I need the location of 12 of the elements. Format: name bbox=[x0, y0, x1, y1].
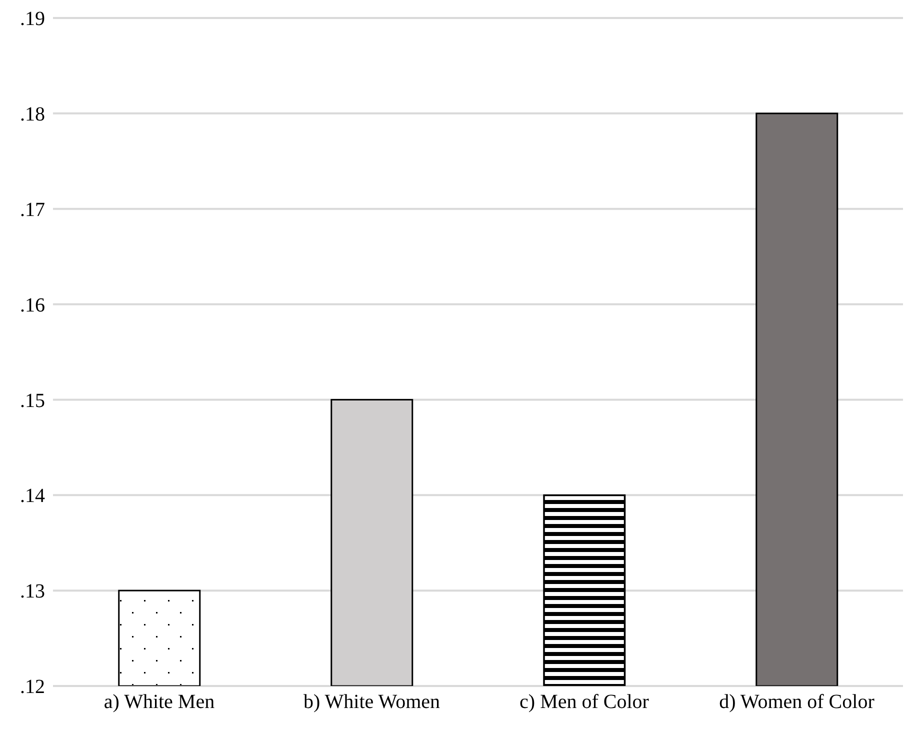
x-tick-label: a) White Men bbox=[104, 691, 215, 714]
x-tick-label: c) Men of Color bbox=[520, 691, 650, 714]
y-tick-label: .12 bbox=[20, 676, 45, 698]
x-tick-label: d) Women of Color bbox=[719, 691, 875, 714]
y-tick-label: .13 bbox=[20, 580, 45, 603]
y-tick-label: .19 bbox=[20, 8, 45, 30]
x-tick-label: b) White Women bbox=[303, 691, 440, 714]
y-tick-label: .17 bbox=[20, 198, 45, 221]
y-tick-label: .15 bbox=[20, 390, 45, 412]
y-tick-label: .16 bbox=[20, 294, 45, 316]
y-tick-label: .18 bbox=[20, 104, 45, 126]
y-tick-label: .14 bbox=[20, 485, 45, 508]
